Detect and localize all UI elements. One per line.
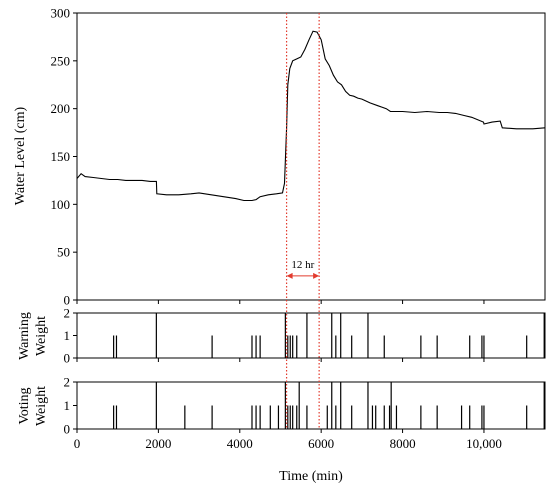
warning-panel-frame: [76, 312, 546, 359]
y-tick-label: 0: [64, 293, 71, 308]
y-tick-label: 2: [64, 375, 71, 390]
y-tick-label: 0: [64, 351, 71, 366]
y-tick-label: 50: [57, 245, 70, 260]
span-arrow-head-left: [286, 272, 293, 279]
y-tick-label: 1: [64, 328, 71, 343]
y-tick-label: 0: [64, 422, 71, 437]
voting-panel-frame: [76, 381, 546, 430]
y-tick-label: 150: [51, 149, 71, 164]
x-tick-label: 2000: [145, 436, 171, 451]
voting-y-ticks: 0 1 2: [64, 375, 77, 437]
warning-weight-y-label: Warning Weight: [17, 312, 49, 360]
water-level-series: [76, 30, 546, 202]
water-level-y-ticks: 0 50 100 150 200 250 300: [51, 6, 77, 308]
water-level-y-label: Water Level (cm): [13, 106, 28, 205]
water-level-panel-frame: [76, 12, 546, 301]
voting-weight-spikes: [113, 382, 545, 429]
span-arrow-head-right: [313, 272, 320, 279]
warning-y-ticks: 0 1 2: [64, 306, 77, 366]
water-level-line: [76, 30, 546, 202]
y-tick-label: 100: [51, 197, 71, 212]
x-axis-label: Time (min): [279, 469, 343, 484]
x-tick-label: 10,000: [466, 436, 502, 451]
voting-weight-y-label: Voting Weight: [17, 386, 49, 426]
y-tick-label: 250: [51, 53, 71, 68]
x-axis-ticks: 0 2000 4000 6000 8000 10,000: [74, 300, 502, 451]
warning-weight-spikes: [113, 313, 545, 358]
y-tick-label: 300: [51, 6, 71, 21]
y-tick-label: 200: [51, 101, 71, 116]
x-tick-label: 6000: [308, 436, 334, 451]
y-tick-label: 1: [64, 398, 71, 413]
y-tick-label: 2: [64, 306, 71, 321]
x-tick-label: 0: [74, 436, 81, 451]
x-tick-label: 8000: [390, 436, 416, 451]
x-tick-label: 4000: [227, 436, 253, 451]
span-label: 12 hr: [291, 259, 314, 271]
event-annotations: 12 hr: [285, 13, 320, 429]
